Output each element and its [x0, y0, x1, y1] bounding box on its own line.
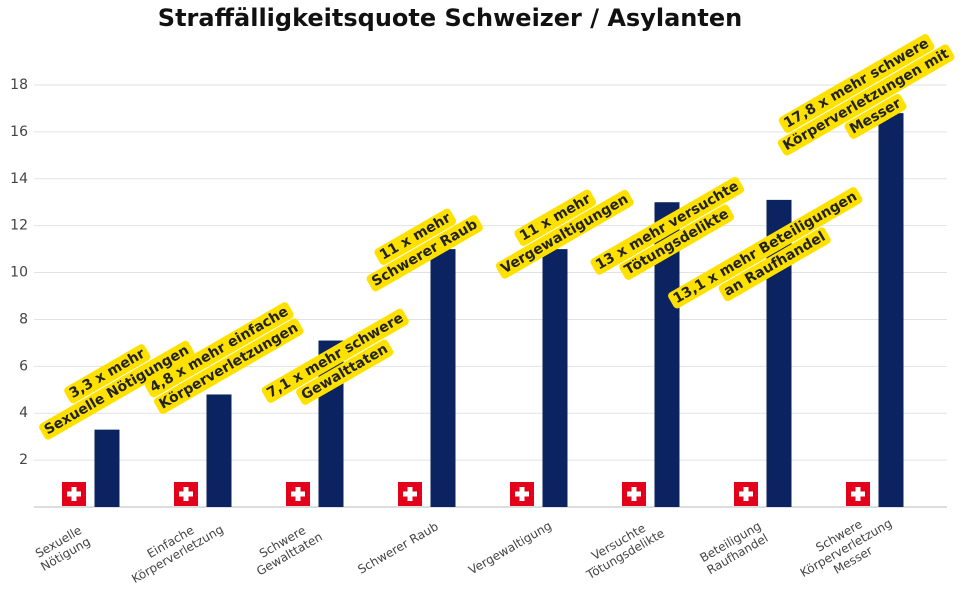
- flag-cross: [851, 491, 865, 497]
- x-tick-label: SchwereKörperverletzungMesser: [790, 504, 901, 592]
- y-tick-label: 6: [19, 358, 28, 374]
- annotation-bg: [374, 208, 457, 265]
- x-tick-label: SchwereGewalttaten: [247, 517, 325, 578]
- annotation: 11 x mehrSchwerer Raub: [360, 200, 483, 292]
- annotation-label: 11 x mehrSchwerer Raub: [360, 200, 481, 290]
- annotation-bg: [153, 318, 304, 414]
- bar: [878, 113, 904, 507]
- flag-cross: [291, 491, 305, 497]
- flag-cross: [67, 491, 81, 497]
- y-tick-label: 8: [19, 311, 28, 327]
- bar: [94, 429, 120, 507]
- x-tick-label: SexuelleNötigung: [31, 522, 92, 574]
- annotation-bg: [261, 308, 409, 403]
- chart-title: Straffälligkeitsquote Schweizer / Asylan…: [158, 4, 742, 32]
- flag-cross: [403, 491, 417, 497]
- y-tick-label: 14: [10, 171, 28, 187]
- x-tick-label: EinfacheKörperverletzung: [122, 510, 226, 586]
- y-tick-label: 12: [10, 218, 28, 234]
- y-tick-label: 4: [19, 405, 28, 421]
- x-tick-label: VersuchteTötungsdelikte: [576, 514, 667, 583]
- annotation-bg: [778, 34, 935, 134]
- annotation-bg: [844, 93, 907, 139]
- y-tick-label: 18: [10, 77, 28, 93]
- y-tick-label: 10: [10, 265, 28, 281]
- annotation-bg: [296, 339, 394, 405]
- annotation-bg: [718, 227, 831, 302]
- x-tick-label: BeteiligungRaufhandel: [697, 518, 770, 576]
- annotation-bg: [590, 176, 745, 275]
- y-tick-label: 2: [19, 452, 28, 468]
- flag-cross: [627, 491, 641, 497]
- annotation: 17,8 x mehr schwereKörperverletzungen mi…: [771, 29, 962, 170]
- flag-cross: [739, 491, 753, 497]
- annotation-bg: [777, 44, 955, 156]
- flag-cross: [179, 491, 193, 497]
- annotation-bg: [39, 340, 195, 440]
- annotation-bg: [144, 302, 294, 398]
- flag-cross: [515, 491, 529, 497]
- annotation-bg: [619, 204, 735, 280]
- annotation-bg: [64, 344, 151, 404]
- bar: [206, 394, 232, 507]
- annotation-bg: [495, 189, 634, 279]
- annotation-bg: [514, 189, 597, 246]
- annotation-bg: [366, 215, 483, 292]
- x-tick-label: Schwerer Raub: [355, 519, 440, 576]
- annotation-bg: [668, 187, 863, 309]
- y-tick-label: 16: [10, 124, 28, 140]
- bar: [430, 249, 456, 507]
- bar: [542, 249, 568, 507]
- x-tick-label: Vergewaltigung: [466, 518, 554, 577]
- annotation-label: 17,8 x mehr schwereKörperverletzungen mi…: [771, 29, 962, 170]
